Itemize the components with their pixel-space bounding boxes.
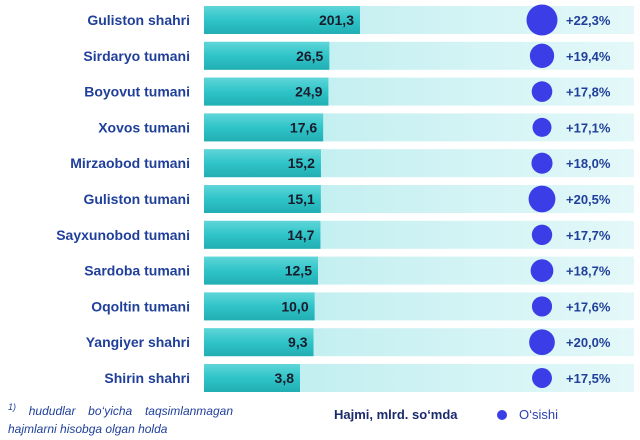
growth-label: +20,5% xyxy=(566,192,611,207)
category-label: Oqoltin tumani xyxy=(91,298,190,314)
bar xyxy=(204,6,360,34)
growth-bubble xyxy=(529,43,555,68)
growth-label: +18,0% xyxy=(566,156,611,171)
growth-bubble xyxy=(531,296,553,317)
growth-label: +17,7% xyxy=(566,228,611,243)
bar-value-label: 24,9 xyxy=(295,84,322,100)
growth-bubble xyxy=(530,259,554,282)
bar-value-label: 26,5 xyxy=(296,48,323,64)
growth-bubble xyxy=(531,81,553,102)
bar xyxy=(204,328,314,357)
bar-value-label: 201,3 xyxy=(319,12,354,28)
bar xyxy=(204,292,315,321)
growth-bubble xyxy=(528,185,556,213)
growth-label: +17,5% xyxy=(566,371,611,386)
bar xyxy=(204,185,321,213)
bar-value-label: 15,2 xyxy=(288,155,315,171)
category-label: Guliston tumani xyxy=(83,191,190,207)
bar-value-label: 3,8 xyxy=(275,370,295,386)
category-label: Sirdaryo tumani xyxy=(83,48,190,64)
growth-label: +19,4% xyxy=(566,49,611,64)
bar xyxy=(204,364,300,392)
category-label: Xovos tumani xyxy=(98,119,190,135)
growth-bubble xyxy=(526,4,558,36)
legend-growth: O‘sishi xyxy=(519,407,559,422)
growth-bubble xyxy=(529,329,555,356)
category-label: Yangiyer shahri xyxy=(86,334,190,350)
growth-bubble xyxy=(532,117,552,137)
growth-label: +17,8% xyxy=(566,85,611,100)
growth-label: +22,3% xyxy=(566,13,611,28)
bar-value-label: 17,6 xyxy=(290,119,317,135)
category-label: Shirin shahri xyxy=(104,370,190,386)
footnote-mark: 1) xyxy=(8,402,17,412)
legend-growth-dot-icon xyxy=(497,410,507,420)
category-label: Sardoba tumani xyxy=(84,263,190,279)
bar xyxy=(204,220,321,249)
category-label: Sayxunobod tumani xyxy=(56,227,190,243)
growth-bubble xyxy=(531,152,553,174)
bar xyxy=(204,41,330,70)
growth-bubble xyxy=(531,224,553,245)
bar-value-label: 9,3 xyxy=(288,334,308,350)
bar-value-label: 15,1 xyxy=(288,191,315,207)
category-label: Guliston shahri xyxy=(87,12,190,28)
bar xyxy=(204,256,318,285)
growth-label: +20,0% xyxy=(566,335,611,350)
category-label: Mirzaobod tumani xyxy=(70,155,190,171)
bar-value-label: 14,7 xyxy=(287,227,314,243)
bar-value-label: 12,5 xyxy=(285,263,312,279)
legend-volume: Hajmi, mlrd. so‘mda xyxy=(334,407,458,422)
growth-label: +17,1% xyxy=(566,120,611,135)
growth-bubble xyxy=(532,368,552,388)
bar xyxy=(204,113,324,142)
footnote-text: hududlar bo‘yicha taqsimlanmagan hajmlar… xyxy=(8,404,233,436)
bar xyxy=(204,149,321,178)
category-label: Boyovut tumani xyxy=(84,84,190,100)
growth-label: +18,7% xyxy=(566,264,611,279)
growth-label: +17,6% xyxy=(566,299,611,314)
bar xyxy=(204,77,329,106)
footnote: 1) hududlar bo‘yicha taqsimlanmagan hajm… xyxy=(8,398,233,438)
bar-value-label: 10,0 xyxy=(281,298,308,314)
